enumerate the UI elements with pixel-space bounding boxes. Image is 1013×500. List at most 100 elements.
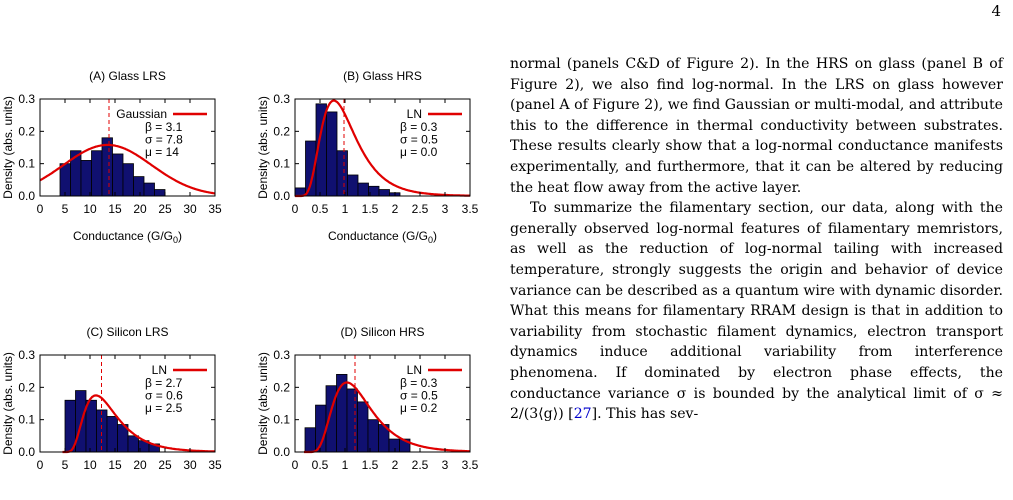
plot-frame: [294, 98, 471, 197]
x-tick-label: 1: [342, 458, 349, 472]
histogram-bar: [96, 409, 108, 453]
plot-frame: [39, 354, 216, 453]
histogram-bar: [101, 137, 113, 197]
fit-parameter: σ = 0.5: [400, 389, 438, 403]
paragraph-2-end: ]. This has sev-: [591, 406, 699, 423]
reference-link[interactable]: 27: [573, 406, 592, 423]
x-tick-label: 2: [392, 458, 399, 472]
chart-title: (C) Silicon LRS: [86, 325, 168, 339]
y-tick-label: 0.3: [273, 92, 290, 106]
fit-parameter: μ = 0.0: [400, 145, 438, 159]
histogram-bar: [80, 160, 92, 197]
x-tick-label: 3.5: [462, 202, 479, 216]
x-tick-label: 25: [158, 458, 172, 472]
plot-frame: [294, 354, 471, 453]
histogram-bar: [112, 153, 124, 197]
legend-label: LN: [152, 363, 167, 377]
histogram-bar: [143, 182, 155, 197]
chart-title: (D) Silicon HRS: [340, 325, 424, 339]
histogram-bar: [346, 388, 358, 453]
histogram-bar: [85, 399, 97, 453]
x-tick-label: 20: [133, 458, 147, 472]
x-tick-label: 35: [208, 458, 222, 472]
y-tick-label: 0.0: [273, 445, 290, 459]
fit-parameter: σ = 0.6: [145, 389, 183, 403]
fit-curve: [295, 99, 470, 198]
histogram-bar: [347, 174, 359, 197]
histogram-bar: [357, 182, 369, 197]
histogram-bar: [388, 438, 400, 453]
y-tick-label: 0.2: [18, 124, 35, 138]
paragraph-2: To summarize the filamentary section, ou…: [510, 198, 1003, 425]
fit-curve: [304, 381, 470, 454]
histogram-bar: [357, 401, 369, 453]
histogram-bar: [304, 427, 316, 453]
chart-panel-c: (C) Silicon LRS 0.0 0.1 0.2 0.3 0 5 10 15 20 25 30 3…: [1, 325, 222, 472]
paragraph-2-text: To summarize the filamentary section, ou…: [510, 200, 1003, 423]
chart-title: (B) Glass HRS: [343, 69, 422, 83]
x-tick-label: 0: [292, 458, 299, 472]
fit-parameter: μ = 2.5: [145, 401, 183, 415]
histogram-bar: [59, 163, 71, 197]
fit-parameter: μ = 14: [145, 145, 179, 159]
y-axis-label: Density (abs. units): [256, 352, 270, 455]
histogram-bar: [127, 435, 139, 453]
x-tick-label: 2.5: [412, 458, 429, 472]
fit-parameter: β = 0.3: [400, 120, 438, 134]
histogram-bar: [106, 416, 118, 453]
x-tick-label: 1.5: [362, 202, 379, 216]
x-tick-label: 0.5: [312, 202, 329, 216]
x-tick-label: 3: [442, 202, 449, 216]
paragraph-1: normal (panels C&D of Figure 2). In the …: [510, 56, 1003, 196]
histogram-bar: [91, 150, 103, 197]
chart-panel-d: (D) Silicon HRS 0.0 0.1 0.2 0.3 0 0.5 1 1.5 2 2.5 3…: [256, 325, 479, 472]
y-axis-label: Density (abs. units): [1, 96, 15, 199]
y-tick-label: 0.1: [18, 413, 35, 427]
histogram-bar: [367, 419, 379, 453]
legend-label: Gaussian: [116, 107, 167, 121]
x-tick-label: 2.5: [412, 202, 429, 216]
x-tick-label: 10: [83, 458, 97, 472]
x-tick-label: 5: [62, 202, 69, 216]
chart-panel-b: (B) Glass HRS 0.0 0.1 0.2 0.3 0 0.5 1 1.5 2 2.5 3 3.…: [256, 69, 479, 245]
body-text: normal (panels C&D of Figure 2). In the …: [510, 54, 1003, 425]
x-tick-label: 5: [62, 458, 69, 472]
histogram-bar: [122, 163, 134, 197]
y-tick-label: 0.2: [18, 380, 35, 394]
histogram-bar: [326, 111, 338, 197]
fit-parameter: μ = 0.2: [400, 401, 438, 415]
histogram-bar: [133, 176, 145, 197]
fit-curve: [39, 143, 216, 195]
chart-panel-a: (A) Glass LRS 0.0 0.1 0.2 0.3 0 5 10 15 20 25 30 35 C…: [1, 69, 222, 245]
y-axis-label: Density (abs. units): [1, 352, 15, 455]
plot-frame: [39, 98, 216, 197]
x-tick-label: 20: [133, 202, 147, 216]
histogram-bar: [378, 189, 390, 197]
y-tick-label: 0.1: [273, 157, 290, 171]
x-tick-label: 25: [158, 202, 172, 216]
y-tick-label: 0.0: [18, 189, 35, 203]
x-tick-label: 35: [208, 202, 222, 216]
y-tick-label: 0.1: [18, 157, 35, 171]
fit-parameter: β = 3.1: [145, 120, 183, 134]
y-tick-label: 0.2: [273, 124, 290, 138]
x-tick-label: 0: [37, 202, 44, 216]
x-axis-label: Conductance (G/G0): [73, 229, 182, 245]
chart-title: (A) Glass LRS: [89, 69, 166, 83]
x-tick-label: 2: [392, 202, 399, 216]
y-tick-label: 0.3: [18, 348, 35, 362]
page-number: 4: [991, 2, 1001, 20]
y-tick-label: 0.0: [273, 189, 290, 203]
y-tick-label: 0.3: [273, 348, 290, 362]
x-tick-label: 10: [83, 202, 97, 216]
y-tick-label: 0.1: [273, 413, 290, 427]
x-tick-label: 0: [292, 202, 299, 216]
x-tick-label: 0: [37, 458, 44, 472]
legend-label: LN: [407, 107, 422, 121]
fit-parameter: β = 2.7: [145, 376, 183, 390]
x-tick-label: 1.5: [362, 458, 379, 472]
y-axis-label: Density (abs. units): [256, 96, 270, 199]
x-tick-label: 30: [183, 202, 197, 216]
fit-parameter: β = 0.3: [400, 376, 438, 390]
